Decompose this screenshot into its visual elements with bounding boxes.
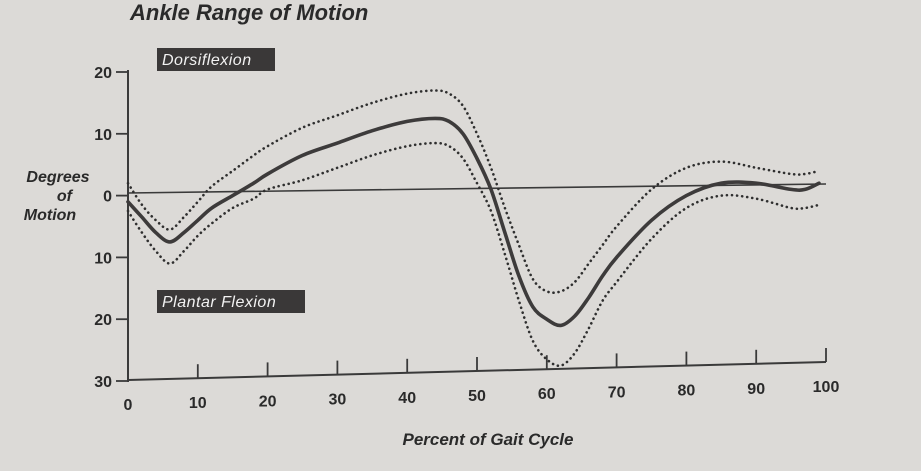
chart-title: Ankle Range of Motion <box>129 0 368 25</box>
dorsiflexion-label-box <box>157 48 275 71</box>
y-tick-label: 10 <box>94 127 112 144</box>
lower-bound-dotted-line <box>126 141 821 368</box>
x-tick-label: 90 <box>747 381 765 398</box>
upper-bound-dotted-line <box>126 89 821 295</box>
dorsiflexion-label: Dorsiflexion <box>162 52 252 69</box>
y-tick-label: 20 <box>94 312 112 329</box>
y-axis-title-line-2: of <box>57 188 74 205</box>
x-tick-label: 20 <box>259 393 277 410</box>
plantar-flexion-label-box <box>157 290 305 313</box>
x-tick-label: 80 <box>678 383 696 400</box>
y-axis: 20 10 0 10 20 30 <box>94 65 129 391</box>
x-axis: 0 10 20 30 40 50 60 70 80 90 100 <box>124 348 840 414</box>
x-tick-label: 100 <box>813 379 840 396</box>
region-annotations: Dorsiflexion Plantar Flexion <box>157 48 305 313</box>
x-tick-label: 40 <box>398 390 416 407</box>
y-tick-label: 20 <box>94 65 112 82</box>
x-axis-title: Percent of Gait Cycle <box>402 430 573 449</box>
series-layer <box>126 89 821 368</box>
x-tick-label: 60 <box>538 386 556 403</box>
x-tick-label: 0 <box>124 397 133 414</box>
y-tick-label: 10 <box>94 250 112 267</box>
plantar-flexion-label: Plantar Flexion <box>162 294 276 311</box>
mean-ankle-angle-line <box>126 116 821 328</box>
x-tick-label: 30 <box>329 392 347 409</box>
x-tick-label: 10 <box>189 395 207 412</box>
x-tick-label: 50 <box>468 388 486 405</box>
zero-reference-line <box>127 183 827 194</box>
y-tick-label: 30 <box>94 374 112 391</box>
x-tick-label: 70 <box>608 384 626 401</box>
y-axis-title-line-3: Motion <box>24 207 77 224</box>
y-tick-label: 0 <box>103 189 112 206</box>
y-axis-title-line-1: Degrees <box>26 169 89 186</box>
y-axis-title: Degrees of Motion <box>24 169 90 224</box>
